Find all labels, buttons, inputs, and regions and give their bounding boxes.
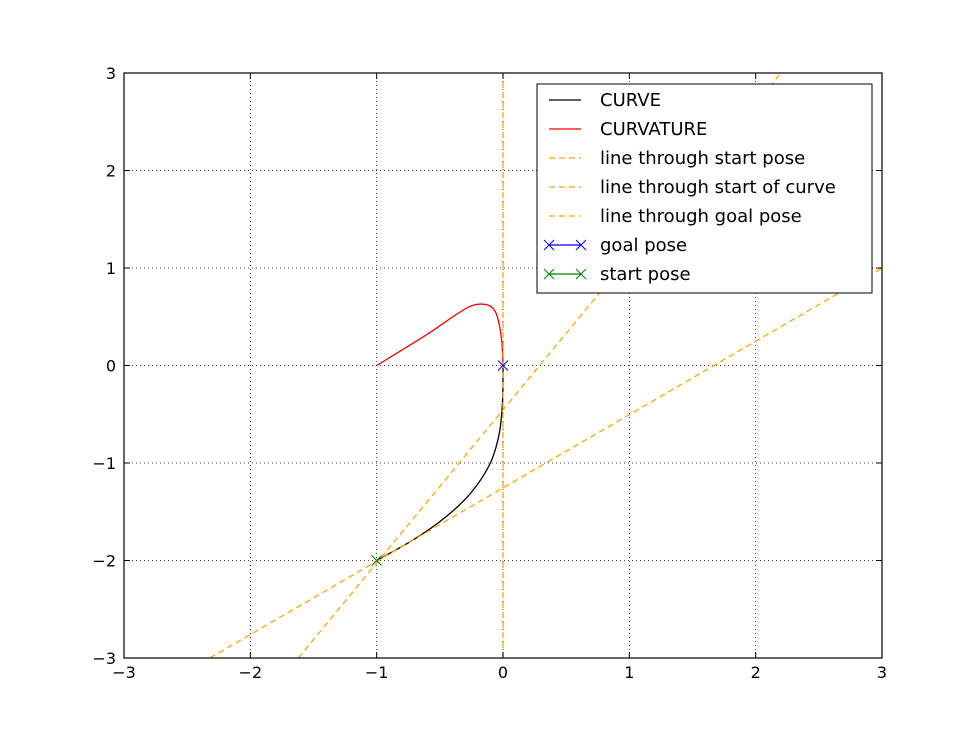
legend-entry-curve: CURVE [549,90,661,111]
x-tick-label: −3 [112,663,136,682]
goal-pose-marker [497,360,509,371]
y-tick-label: −3 [92,649,116,668]
legend-entry-line-through-start-of-curve: line through start of curve [549,177,836,198]
x-tick-label: 0 [498,663,508,682]
legend-label: line through start pose [600,148,805,169]
legend-marker [543,239,555,251]
curvature-line [376,303,504,367]
y-tick-label: 2 [106,162,116,181]
legend-marker [575,268,587,280]
axis-ticks: −3 −2 −1 0 1 2 3 −3 −2 −1 0 1 2 3 [92,64,887,682]
y-tick-label: 3 [106,64,116,83]
legend-marker [575,239,587,251]
y-tick-label: 0 [106,357,116,376]
legend-label: line through start of curve [600,177,836,198]
legend-label: CURVE [600,90,661,111]
legend-box [536,83,873,294]
legend-label: goal pose [600,235,687,256]
x-tick-label: −1 [365,663,389,682]
legend-marker [543,268,555,280]
legend-entry-start-pose: start pose [543,264,691,285]
legend-label: start pose [600,264,691,285]
x-tick-label: 1 [624,663,634,682]
y-tick-label: −1 [92,454,116,473]
start-pose-marker [371,555,383,566]
legend-entry-goal-pose: goal pose [543,235,687,256]
legend-entry-curvature: CURVATURE [549,119,707,140]
legend-entry-line-through-start-pose: line through start pose [549,148,805,169]
x-tick-label: −2 [239,663,263,682]
x-tick-label: 3 [877,663,887,682]
legend: CURVE CURVATURE line through start pose lin… [536,83,873,294]
y-tick-label: 1 [106,259,116,278]
legend-entry-line-through-goal-pose: line through goal pose [549,206,802,227]
legend-label: CURVATURE [600,119,707,140]
x-tick-label: 2 [751,663,761,682]
legend-label: line through goal pose [600,206,802,227]
y-tick-label: −2 [92,552,116,571]
